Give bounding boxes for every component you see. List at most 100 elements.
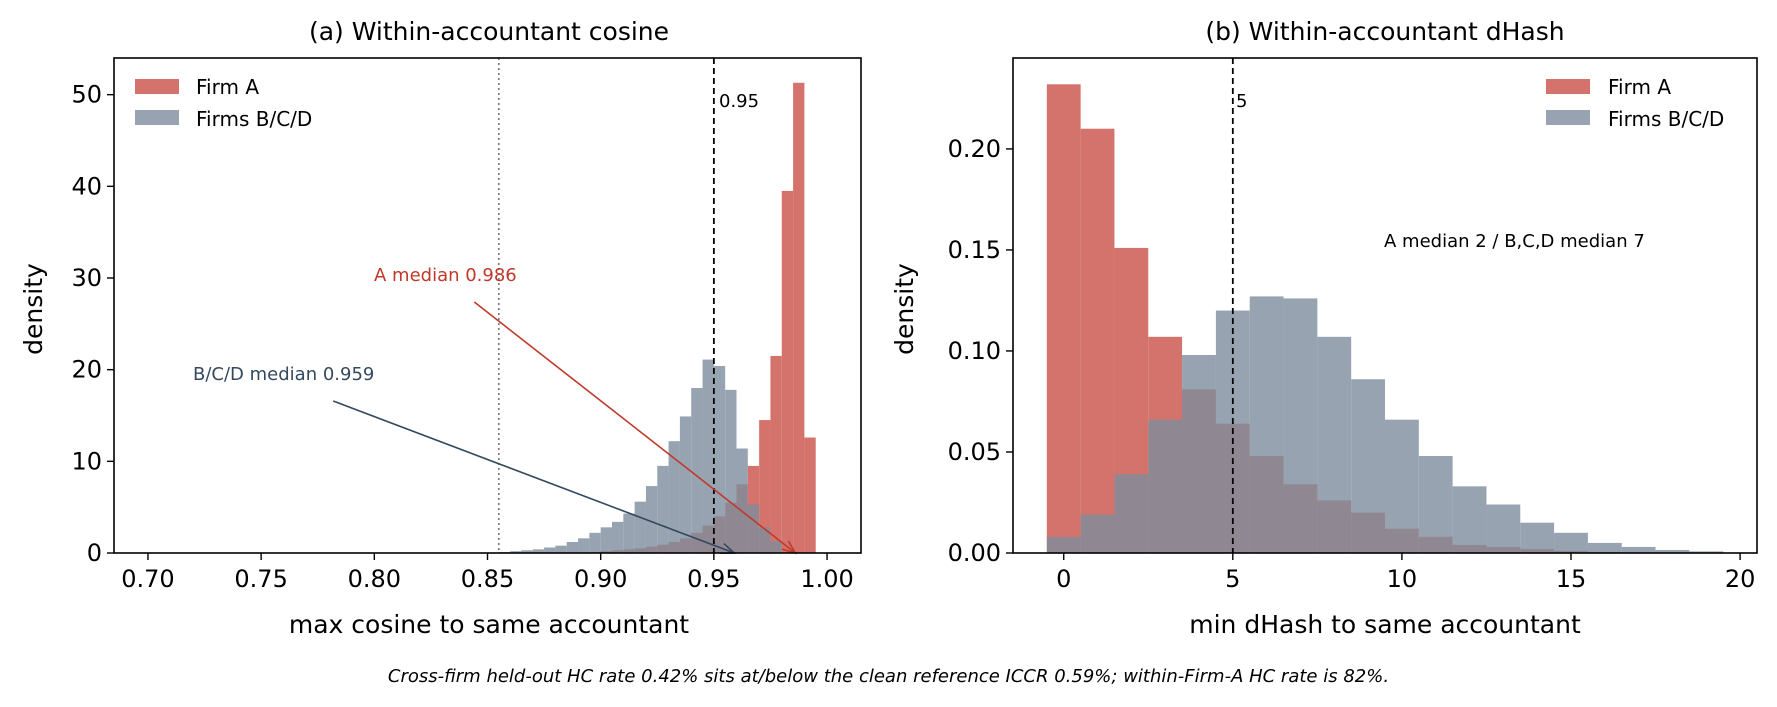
panel-b-ytick-label: 0.20: [948, 135, 1001, 163]
panel-a-bar-firms-bcd: [510, 551, 522, 553]
panel-a-xtick-label: 1.00: [800, 565, 853, 593]
annotation-medians: A median 2 / B,C,D median 7: [1384, 231, 1645, 252]
panel-b-bar-firms-bcd: [1621, 546, 1656, 553]
legend-swatch-firm-a: [135, 79, 179, 94]
panel-b-dhash: (b) Within-accountant dHash min dHash to…: [890, 17, 1758, 639]
panel-b-bar-firms-bcd: [1249, 296, 1284, 553]
panel-a-bar-firm-a: [759, 420, 771, 553]
panel-b-bar-firms-bcd: [1689, 551, 1724, 553]
panel-b-axes-frame: [1012, 57, 1758, 554]
panel-a-xtick-label: 0.70: [121, 565, 174, 593]
panel-b-title: (b) Within-accountant dHash: [1205, 17, 1564, 46]
panel-a-bar-firms-bcd: [645, 486, 658, 553]
panel-b-xtick-label: 0: [1056, 565, 1071, 593]
panel-b-bar-firms-bcd: [1452, 486, 1487, 553]
panel-a-legend: Firm A Firms B/C/D: [135, 75, 312, 131]
panel-a-ytick-label: 10: [71, 447, 102, 475]
panel-b-ytick-label: 0.00: [948, 539, 1001, 567]
panel-a-bar-firms-bcd: [623, 513, 635, 553]
panel-a-xtick-label: 0.95: [687, 565, 740, 593]
panel-b-bar-firms-bcd: [1587, 542, 1622, 553]
panel-a-ylabel: density: [19, 263, 48, 355]
panel-a-bar-firms-bcd: [634, 501, 646, 553]
legend-label-firm-a: Firm A: [196, 75, 259, 99]
panel-b-bar-firms-bcd: [1114, 474, 1149, 553]
panel-b-xtick-label: 15: [1556, 565, 1587, 593]
legend-label-firms-bcd: Firms B/C/D: [1608, 107, 1724, 131]
panel-b-legend: Firm A Firms B/C/D: [1546, 75, 1724, 131]
panel-a-bar-firms-bcd: [578, 538, 590, 553]
panel-a-ytick-label: 50: [71, 81, 102, 109]
panel-a-xtick-label: 0.90: [574, 565, 627, 593]
panel-b-bar-firm-a: [1046, 84, 1081, 553]
panel-b-bar-firm-a: [1080, 128, 1115, 553]
panel-a-cosine: (a) Within-accountant cosine max cosine …: [19, 17, 862, 639]
panel-b-xtick-label: 5: [1225, 565, 1240, 593]
panel-a-bar-firm-a: [804, 437, 816, 553]
vline-label-095: 0.95: [719, 91, 759, 112]
panel-a-bar-firm-a: [793, 82, 805, 553]
panel-b-bar-firms-bcd: [1283, 298, 1318, 553]
panel-a-bar-firms-bcd: [702, 359, 714, 553]
panel-a-bar-firms-bcd: [736, 448, 748, 553]
panel-a-bar-firms-bcd: [657, 465, 669, 553]
panel-a-bar-firms-bcd: [668, 441, 680, 553]
panel-a-bar-firms-bcd: [589, 532, 601, 553]
panel-a-bar-firms-bcd: [532, 549, 545, 553]
panel-a-bar-firms-bcd: [679, 416, 692, 553]
panel-a-ytick-label: 20: [71, 356, 102, 384]
panel-a-title: (a) Within-accountant cosine: [309, 17, 669, 46]
panel-a-bar-firm-a: [770, 355, 782, 553]
legend-swatch-firms-bcd: [135, 110, 179, 125]
panel-b-bar-firms-bcd: [1385, 419, 1419, 553]
legend-label-firms-bcd: Firms B/C/D: [196, 107, 312, 131]
panel-b-bar-firms-bcd: [1655, 549, 1690, 553]
panel-b-bar-firms-bcd: [1554, 532, 1588, 553]
annotation-bcd-median: B/C/D median 0.959: [193, 364, 374, 385]
legend-label-firm-a: Firm A: [1608, 75, 1671, 99]
legend-swatch-firms-bcd: [1546, 110, 1590, 125]
panel-a-bar-firms-bcd: [747, 504, 760, 553]
panel-a-bar-firms-bcd: [600, 527, 612, 553]
panel-b-bar-firms-bcd: [1182, 355, 1216, 553]
panel-a-bar-firms-bcd: [566, 542, 579, 553]
panel-a-bar-firms-bcd: [555, 545, 567, 553]
panel-b-ytick-label: 0.05: [948, 438, 1001, 466]
panel-b-bar-firms-bcd: [1351, 379, 1385, 553]
panel-a-ytick-label: 30: [71, 264, 102, 292]
panel-a-bar-firms-bcd: [612, 521, 624, 553]
panel-a-bar-firms-bcd: [713, 366, 726, 553]
figure-caption: Cross-firm held-out HC rate 0.42% sits a…: [387, 666, 1390, 687]
panel-b-ytick-label: 0.10: [948, 337, 1001, 365]
panel-a-xtick-label: 0.75: [234, 565, 287, 593]
panel-b-bar-firms-bcd: [1148, 419, 1183, 553]
panel-b-xlabel: min dHash to same accountant: [1189, 610, 1581, 639]
vline-label-5: 5: [1236, 91, 1247, 112]
panel-a-bar-firms-bcd: [725, 389, 737, 553]
panel-a-bar-firms-bcd: [521, 550, 533, 553]
annotation-a-median: A median 0.986: [374, 265, 517, 286]
panel-a-annotation-arrow: [473, 301, 796, 554]
panel-b-bar-firms-bcd: [1080, 514, 1115, 553]
panel-a-xlabel: max cosine to same accountant: [289, 610, 689, 639]
legend-swatch-firm-a: [1546, 79, 1590, 94]
panel-a-annotation-arrow: [332, 400, 735, 554]
panel-b-bar-firms-bcd: [1046, 536, 1081, 553]
panel-a-bar-firms-bcd: [759, 527, 771, 553]
panel-b-ylabel: density: [890, 263, 919, 355]
panel-b-bar-firms-bcd: [1486, 504, 1521, 553]
panel-a-bar-firms-bcd: [544, 547, 556, 553]
panel-a-ytick-label: 0: [87, 539, 102, 567]
panel-a-bar-firms-bcd: [770, 541, 782, 553]
panel-a-bar-firms-bcd: [691, 388, 703, 553]
panel-a-xtick-label: 0.85: [461, 565, 514, 593]
panel-b-xtick-label: 10: [1387, 565, 1418, 593]
panel-b-bar-firms-bcd: [1520, 522, 1555, 553]
panel-a-xtick-label: 0.80: [348, 565, 401, 593]
panel-b-ytick-label: 0.15: [948, 236, 1001, 264]
panel-b-bar-firms-bcd: [1418, 456, 1453, 553]
panel-b-xtick-label: 20: [1725, 565, 1756, 593]
panel-a-ytick-label: 40: [71, 172, 102, 200]
panel-b-bar-firms-bcd: [1317, 336, 1352, 553]
